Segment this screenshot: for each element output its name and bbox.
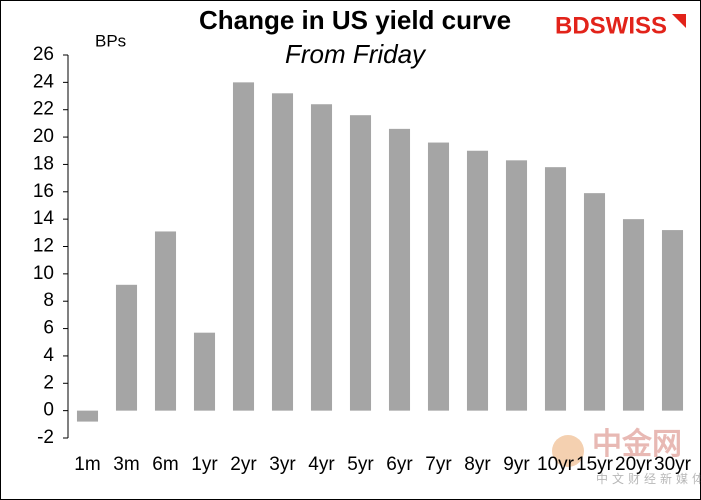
- y-tick-label: 18: [33, 153, 54, 174]
- x-tick-label: 5yr: [347, 454, 374, 475]
- bar: [76, 410, 99, 422]
- y-tick-label: 8: [43, 290, 54, 311]
- chart-title: Change in US yield curve: [199, 5, 511, 35]
- x-tick-label: 10yr: [537, 454, 575, 475]
- bar: [583, 193, 606, 411]
- y-tick-label: 26: [33, 44, 54, 65]
- x-tick-label: 2yr: [230, 454, 257, 475]
- x-tick-label: 20yr: [615, 454, 653, 475]
- y-tick-label: 24: [33, 71, 55, 92]
- bar: [154, 231, 177, 411]
- x-tick-label: 4yr: [308, 454, 335, 475]
- y-tick-label: 0: [43, 400, 54, 421]
- bar: [544, 167, 567, 411]
- y-tick-label: 10: [33, 263, 54, 284]
- x-tick-label: 3m: [113, 454, 139, 475]
- watermark-subtext: 中文财经新媒体: [596, 471, 701, 486]
- y-tick-label: 22: [33, 99, 54, 120]
- watermark-icon: [552, 435, 584, 467]
- watermark: 中金网 中文财经新媒体: [552, 427, 701, 486]
- bar: [271, 93, 294, 411]
- bar: [427, 142, 450, 411]
- bar: [661, 230, 684, 411]
- x-tick-label: 3yr: [269, 454, 296, 475]
- y-tick-label: 16: [33, 181, 54, 202]
- x-tick-label: 6m: [152, 454, 178, 475]
- y-axis-label: BPs: [95, 31, 126, 50]
- x-tick-label: 30yr: [654, 454, 692, 475]
- bar: [193, 332, 216, 411]
- x-tick-label: 1m: [74, 454, 100, 475]
- x-tick-label: 8yr: [464, 454, 491, 475]
- y-tick-label: 12: [33, 236, 54, 257]
- chart-subtitle: From Friday: [285, 39, 427, 69]
- bar: [466, 150, 489, 411]
- logo: BDSWISS: [555, 12, 667, 39]
- y-tick-label: 4: [43, 345, 54, 366]
- watermark-text: 中金网: [592, 427, 682, 461]
- y-tick-label: 2: [43, 372, 54, 393]
- bar: [310, 104, 333, 411]
- x-tick-label: 9yr: [503, 454, 530, 475]
- y-tick-label: -2: [37, 427, 54, 448]
- bar: [115, 284, 138, 411]
- y-tick-label: 14: [33, 208, 55, 229]
- bar: [349, 115, 372, 411]
- bar: [622, 219, 645, 411]
- x-tick-label: 1yr: [191, 454, 218, 475]
- y-tick-label: 20: [33, 126, 54, 147]
- x-tick-label: 15yr: [576, 454, 614, 475]
- logo-mark: [672, 14, 686, 28]
- y-tick-label: 6: [43, 318, 54, 339]
- bar: [388, 128, 411, 411]
- x-tick-label: 7yr: [425, 454, 452, 475]
- x-tick-label: 6yr: [386, 454, 413, 475]
- bar: [505, 160, 528, 411]
- bar: [232, 82, 255, 411]
